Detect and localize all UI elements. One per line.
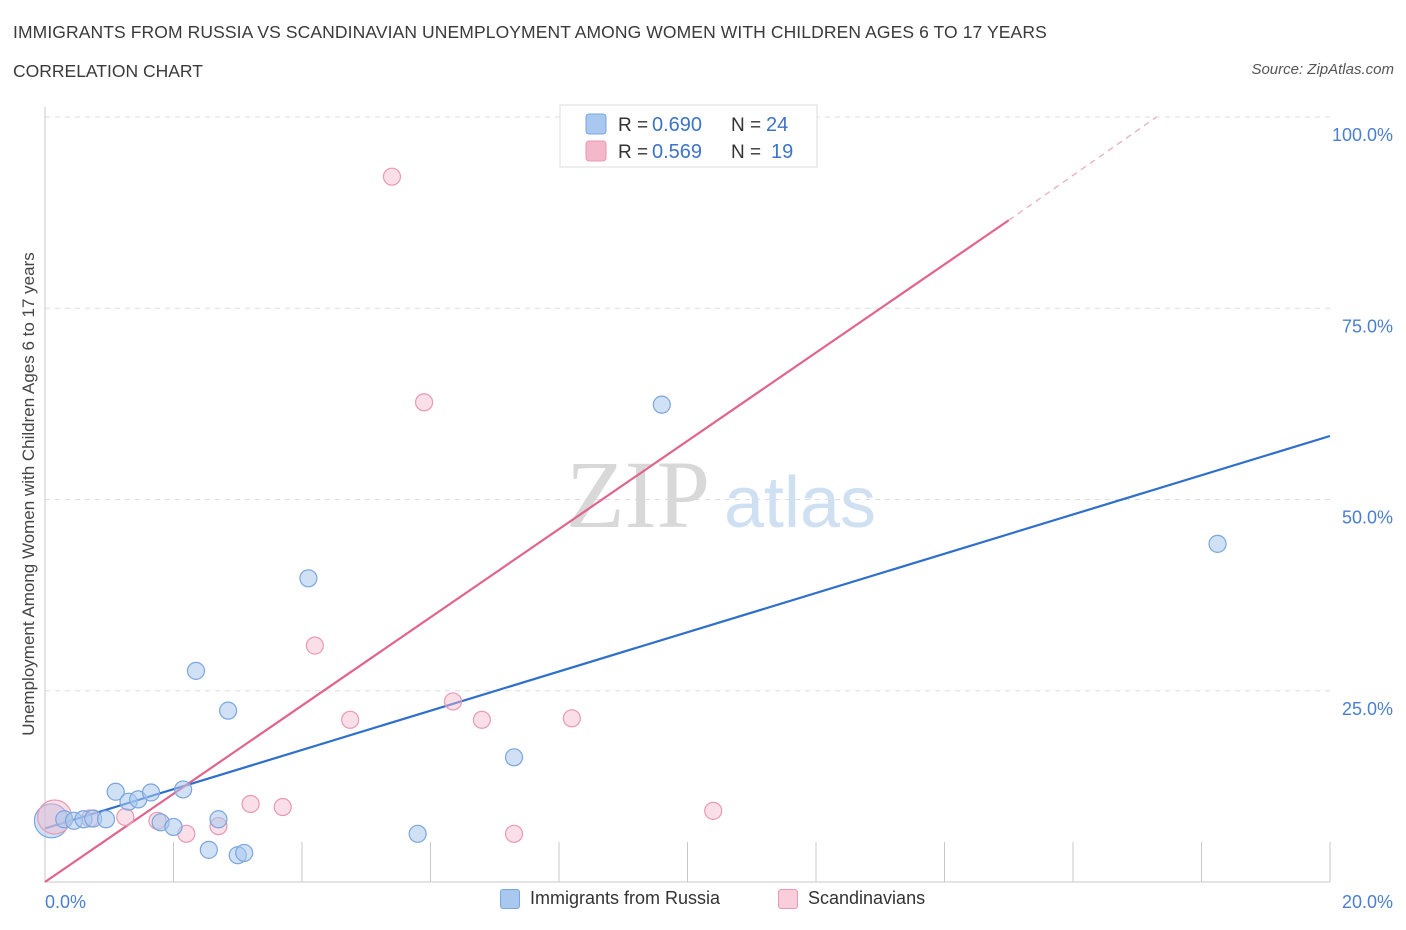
trend-line-russia (44, 434, 1331, 830)
legend-swatch-scandinavians-bottom (778, 888, 798, 909)
source-note: Source: ZipAtlas.com (1251, 61, 1394, 78)
point-scandinavians-13 (472, 710, 491, 729)
x-tick-label-1: 20.0% (1342, 892, 1393, 912)
legend-item-russia[interactable]: Immigrants from Russia (500, 888, 720, 909)
point-russia-9 (141, 783, 161, 802)
watermark-zip: ZIP (566, 441, 710, 548)
point-russia-20 (408, 824, 427, 843)
point-scandinavians-15 (562, 709, 581, 728)
chart-title: IMMIGRANTS FROM RUSSIA VS SCANDINAVIAN U… (13, 22, 1047, 42)
point-scandinavians-18 (704, 801, 723, 820)
legend-swatch-russia-bottom (500, 888, 520, 909)
legend-swatch-russia (585, 113, 607, 135)
grid-lines (45, 116, 1330, 692)
legend-n-value-russia: 24 (766, 114, 788, 136)
watermark-atlas: atlas (724, 463, 876, 543)
legend-label-russia: Immigrants from Russia (530, 888, 721, 908)
legend-r-value-russia: 0.690 (652, 114, 702, 136)
trend-line-scandinavians-extension (1008, 116, 1157, 221)
legend-n-label-scandinavians: N = (731, 142, 761, 163)
point-russia-22 (652, 395, 671, 414)
point-scandinavians-8 (305, 636, 324, 655)
point-russia-5 (96, 810, 116, 829)
data-points (33, 107, 1227, 865)
legend-n-value-scandinavians: 19 (771, 141, 793, 163)
point-scandinavians-7 (273, 797, 292, 817)
point-russia-13 (186, 661, 206, 680)
legend-swatch-scandinavians (585, 140, 607, 162)
y-tick-label-0: 25.0% (1342, 699, 1393, 719)
point-russia-19 (299, 569, 318, 588)
point-scandinavians-11 (414, 393, 434, 412)
trend-line-scandinavians (44, 219, 1010, 883)
point-scandinavians-14 (504, 824, 524, 843)
tick-labels: 25.0% 50.0% 75.0% 100.0% 0.0% 20.0% (45, 125, 1393, 912)
point-scandinavians-9 (341, 710, 360, 729)
point-scandinavians-2 (116, 807, 135, 827)
y-tick-label-1: 50.0% (1342, 508, 1393, 528)
y-tick-label-3: 100.0% (1332, 125, 1393, 145)
point-russia-11 (164, 817, 183, 837)
axes (44, 107, 1331, 883)
x-tick-label-0: 0.0% (45, 892, 86, 912)
chart-subtitle: CORRELATION CHART (13, 61, 203, 81)
point-russia-15 (209, 810, 228, 829)
point-russia-23 (1208, 534, 1227, 553)
point-russia-14 (199, 840, 218, 859)
point-scandinavians-12 (443, 692, 463, 711)
watermark: ZIP atlas (566, 441, 876, 548)
legend-r-label-russia: R = (618, 115, 648, 136)
legend-r-label-scandinavians: R = (618, 142, 648, 163)
point-russia-12 (174, 780, 193, 799)
y-axis-label: Unemployment Among Women with Children A… (19, 252, 38, 736)
legend-label-scandinavians: Scandinavians (808, 888, 926, 908)
point-russia-21 (504, 748, 524, 767)
point-russia-16 (219, 701, 238, 720)
legend-n-label-russia: N = (731, 115, 761, 136)
point-scandinavians-6 (241, 794, 260, 814)
legend-correlation: R = 0.690 N = 24 R = 0.569 N = 19 (559, 104, 818, 168)
y-tick-label-2: 75.0% (1342, 316, 1393, 336)
point-russia-6 (106, 782, 125, 801)
legend-r-value-scandinavians: 0.569 (652, 141, 702, 163)
trend-lines (44, 116, 1331, 883)
point-russia-18 (235, 843, 254, 863)
legend-item-scandinavians[interactable]: Scandinavians (778, 888, 925, 909)
legend-series: Immigrants from Russia Scandinavians (0, 888, 1406, 916)
point-scandinavians-10 (382, 167, 402, 186)
